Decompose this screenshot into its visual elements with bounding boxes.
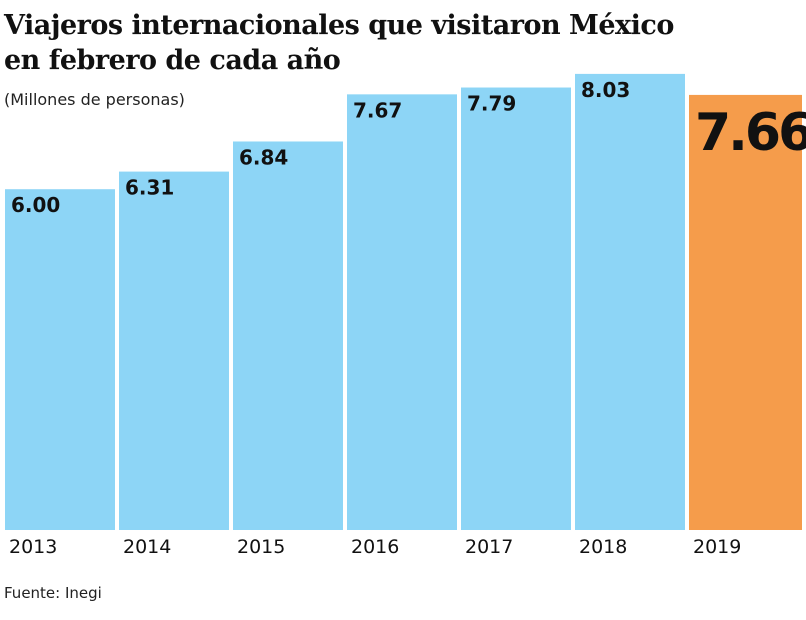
x-tick-label: 2019 (693, 536, 741, 558)
bar (347, 94, 457, 531)
x-tick-label: 2014 (123, 536, 171, 558)
value-label: 8.03 (581, 78, 630, 102)
chart-title: Viajeros internacionales que visitaron M… (3, 10, 674, 41)
x-tick-label: 2015 (237, 536, 285, 558)
source: Fuente: Inegi (4, 584, 102, 602)
bar (5, 189, 115, 530)
x-tick-label: 2016 (351, 536, 399, 558)
value-label: 7.67 (353, 98, 402, 122)
x-tick-label: 2017 (465, 536, 513, 558)
value-label: 7.79 (467, 92, 516, 116)
bar (233, 141, 343, 530)
bar (575, 73, 685, 531)
chart-title: en febrero de cada año (4, 45, 340, 76)
value-label: 6.31 (125, 176, 174, 200)
bar (461, 87, 571, 530)
bar (689, 94, 802, 531)
chart-subtitle: (Millones de personas) (4, 90, 185, 109)
bar (119, 171, 229, 531)
x-tick-label: 2013 (9, 536, 57, 558)
x-tick-label: 2018 (579, 536, 627, 558)
value-label: 6.00 (11, 193, 60, 217)
value-label: 7.66 (695, 103, 806, 163)
value-label: 6.84 (239, 145, 288, 169)
